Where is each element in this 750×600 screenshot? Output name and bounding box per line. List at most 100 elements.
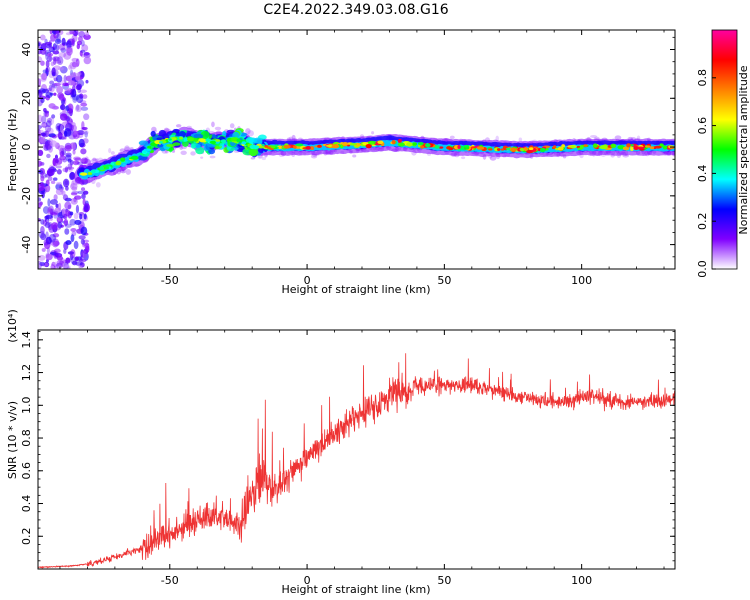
heatmap-noise-cell — [46, 168, 55, 177]
heatmap-noise-cell — [52, 233, 60, 238]
heatmap-noise-cell — [41, 115, 47, 124]
heatmap-noise-cell — [65, 122, 73, 132]
heatmap-noise-cell — [38, 197, 42, 202]
heatmap-core-cell — [377, 140, 384, 145]
heatmap-noise-cell — [52, 177, 58, 181]
heatmap-core-cell — [340, 144, 344, 149]
heatmap-noise-cell — [64, 166, 69, 173]
heatmap-noise-cell — [38, 125, 43, 130]
heatmap-noise-cell — [65, 154, 72, 162]
heatmap-noise-cell — [38, 182, 45, 192]
colorbar-tick-label: 0.8 — [696, 69, 709, 87]
heatmap-halo-cell — [229, 123, 235, 129]
heatmap-noise-cell — [82, 130, 89, 135]
heatmap-noise-cell — [81, 193, 86, 200]
heatmap-noise-cell — [48, 84, 53, 92]
x-tick-label: 100 — [571, 274, 592, 287]
heatmap-core-cell — [659, 143, 664, 147]
heatmap-core-cell — [519, 147, 525, 152]
heatmap-noise-cell — [63, 74, 67, 83]
heatmap-noise-cell — [83, 113, 90, 121]
heatmap-noise-cell — [71, 260, 78, 266]
heatmap-noise-cell — [45, 59, 50, 68]
heatmap-noise-cell — [38, 160, 43, 167]
heatmap-core-cell — [592, 143, 598, 148]
heatmap-noise-cell — [49, 30, 53, 35]
heatmap-halo-cell — [180, 150, 187, 156]
heatmap-noise-cell — [69, 211, 74, 216]
heatmap-noise-cell — [72, 142, 76, 152]
heatmap-noise-cell — [83, 213, 87, 220]
heatmap-noise-cell — [38, 50, 42, 55]
heatmap-core-cell — [654, 145, 662, 149]
heatmap-core-cell — [215, 139, 221, 142]
heatmap-noise-cell — [50, 34, 56, 42]
colorbar-tick-label: 0.0 — [696, 260, 709, 278]
heatmap-noise-cell — [64, 223, 72, 228]
heatmap-noise-cell — [48, 116, 55, 126]
heatmap-noise-cell — [46, 117, 53, 123]
heatmap-core-cell — [270, 145, 276, 149]
heatmap-noise-cell — [52, 240, 60, 247]
heatmap-noise-cell — [49, 199, 58, 205]
heatmap-noise-cell — [65, 240, 72, 245]
spectrogram-x-ticks: -50 0 50 100 — [59, 30, 665, 287]
heatmap-noise-cell — [62, 42, 69, 46]
heatmap-halo-cell — [245, 128, 251, 135]
heatmap-noise-cell — [46, 153, 51, 159]
x-tick-label: 50 — [437, 274, 451, 287]
heatmap-noise-cell — [40, 219, 45, 225]
heatmap-halo-cell — [84, 156, 89, 162]
heatmap-core-cell — [557, 146, 564, 151]
heatmap-turbulent-cell — [150, 130, 156, 137]
heatmap-noise-cell — [62, 82, 70, 87]
heatmap-core-cell — [130, 155, 139, 160]
heatmap-noise-cell — [49, 164, 55, 170]
heatmap-noise-cell — [76, 40, 82, 46]
snr-series-line — [38, 353, 675, 569]
heatmap-noise-cell — [79, 89, 88, 93]
heatmap-core-cell — [147, 145, 152, 149]
y-tick-label: 0.8 — [20, 429, 33, 447]
heatmap-noise-cell — [60, 104, 66, 111]
spectrogram-y-label: Frequency (Hz) — [6, 109, 19, 192]
heatmap-noise-cell — [49, 87, 55, 93]
heatmap-core-cell — [391, 140, 396, 145]
heatmap-core-cell — [457, 145, 461, 150]
heatmap-noise-cell — [80, 106, 89, 111]
heatmap-noise-cell — [42, 206, 50, 214]
heatmap-noise-cell — [38, 42, 41, 47]
heatmap-noise-cell — [81, 44, 89, 52]
snr-x-ticks: -50 0 50 100 — [59, 330, 665, 587]
heatmap-noise-cell — [45, 120, 52, 128]
heatmap-noise-cell — [46, 44, 52, 49]
heatmap-noise-cell — [44, 125, 52, 133]
heatmap-noise-cell — [85, 245, 90, 253]
heatmap-core-cell — [633, 146, 639, 151]
heatmap-core-cell — [293, 145, 297, 149]
heatmap-noise-cell — [54, 207, 61, 214]
heatmap-noise-cell — [59, 124, 64, 133]
heatmap-halo-cell — [518, 137, 523, 142]
heatmap-core-cell — [610, 143, 617, 149]
heatmap-core-cell — [649, 146, 655, 150]
heatmap-halo-cell — [151, 126, 157, 132]
heatmap-noise-cell — [48, 47, 53, 52]
heatmap-noise-cell — [40, 60, 45, 66]
heatmap-noise-cell — [82, 138, 89, 144]
heatmap-halo-cell — [110, 151, 115, 155]
heatmap-noise-cell — [38, 169, 44, 174]
heatmap-core-cell — [579, 145, 584, 150]
heatmap-noise-cell — [43, 144, 50, 151]
heatmap-halo-cell — [214, 126, 222, 131]
heatmap-noise-cell — [63, 51, 72, 60]
heatmap-noise-cell — [51, 105, 60, 110]
heatmap-noise-cell — [74, 157, 82, 161]
heatmap-noise-cell — [64, 130, 68, 138]
y-tick-label: -40 — [20, 236, 33, 254]
heatmap-noise-cell — [71, 57, 79, 63]
heatmap-core-cell — [241, 141, 247, 145]
chart-title: C2E4.2022.349.03.08.G16 — [263, 2, 448, 18]
heatmap-noise-cell — [54, 266, 58, 269]
heatmap-noise-cell — [80, 226, 88, 236]
